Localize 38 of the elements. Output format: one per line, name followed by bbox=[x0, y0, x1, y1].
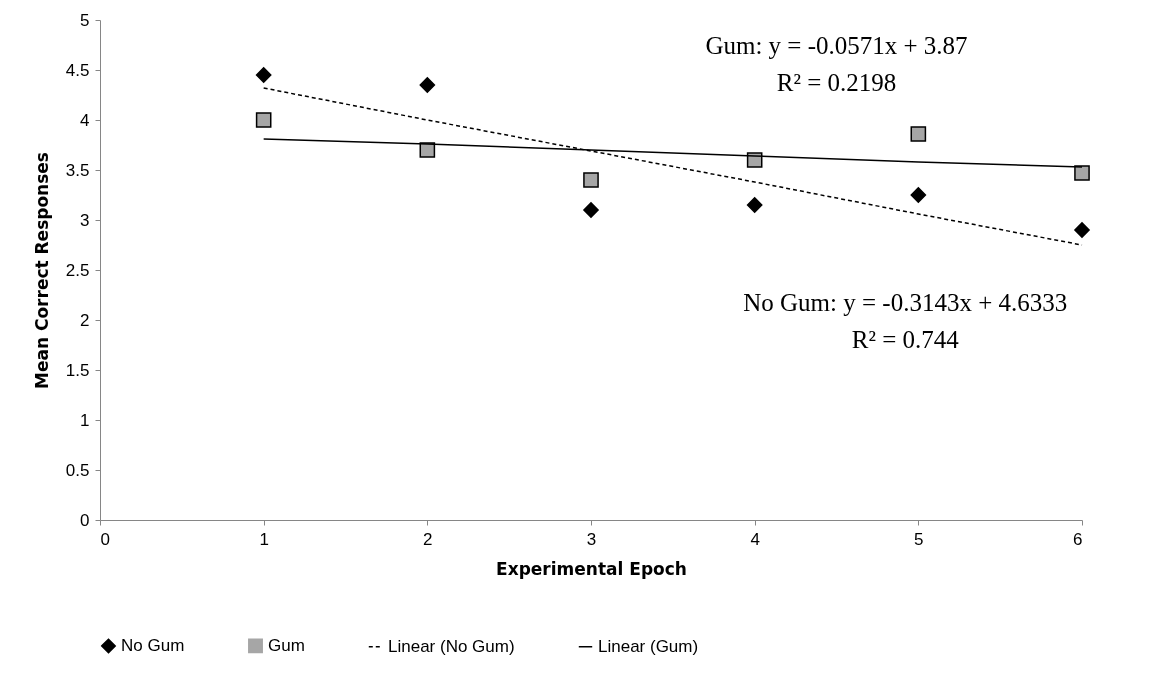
legend-label: No Gum bbox=[121, 635, 185, 655]
x-tick-label: 4 bbox=[750, 529, 760, 549]
x-tick-label: 6 bbox=[1073, 529, 1083, 549]
legend-label: Gum bbox=[268, 635, 305, 655]
x-tick-label: 1 bbox=[259, 529, 269, 549]
point bbox=[583, 172, 599, 188]
point bbox=[419, 77, 436, 93]
legend-label: Linear (Gum) bbox=[598, 636, 699, 656]
point bbox=[1074, 222, 1090, 238]
y-tick-label: 2 bbox=[80, 310, 90, 330]
y-tick-label: 1 bbox=[80, 410, 90, 430]
y-tick-label: 4.5 bbox=[65, 60, 90, 80]
annotation: R² = 0.2198 bbox=[776, 69, 897, 96]
x-tick-label: 5 bbox=[914, 529, 924, 549]
y-tick-label: 2.5 bbox=[65, 260, 90, 280]
x-tick-label: 0 bbox=[100, 529, 110, 549]
y-tick-label: 1.5 bbox=[65, 360, 90, 380]
y-tick-label: 5 bbox=[80, 10, 90, 30]
point bbox=[1074, 165, 1090, 181]
point bbox=[746, 197, 763, 213]
x-axis-title: Experimental Epoch bbox=[496, 558, 687, 579]
point bbox=[255, 67, 272, 83]
x-tick-label: 2 bbox=[423, 529, 433, 549]
y-tick-label: 0.5 bbox=[65, 460, 90, 480]
y-tick-label: 3.5 bbox=[65, 160, 90, 180]
y-tick-label: 0 bbox=[80, 510, 90, 530]
y-tick-label: 4 bbox=[80, 110, 90, 130]
x-tick-label: 3 bbox=[586, 529, 597, 549]
legend-label: Linear (No Gum) bbox=[388, 636, 515, 656]
y-tick-label: 3 bbox=[80, 210, 90, 230]
point bbox=[910, 187, 927, 203]
annotation: No Gum: y = -0.3143x + 4.6333 bbox=[743, 289, 1068, 316]
annotation: R² = 0.744 bbox=[851, 326, 960, 353]
point bbox=[583, 202, 599, 218]
y-axis-title: Mean Correct Responses bbox=[31, 152, 52, 389]
point bbox=[910, 126, 927, 142]
annotation: Gum: y = -0.0571x + 3.87 bbox=[705, 32, 968, 59]
point bbox=[255, 112, 272, 128]
